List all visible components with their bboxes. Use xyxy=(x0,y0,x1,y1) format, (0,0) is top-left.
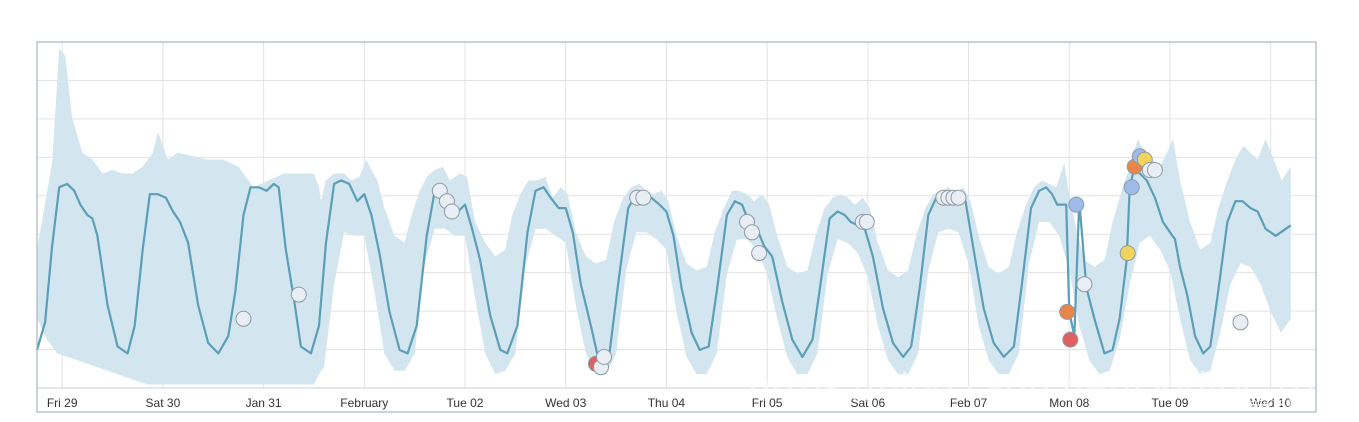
x-tick-label: Tue 09 xyxy=(1152,396,1189,410)
anomaly-marker-low[interactable] xyxy=(1146,162,1163,178)
x-tick-label: Fri 05 xyxy=(752,396,783,410)
x-tick-label: Sat 06 xyxy=(850,396,885,410)
anomaly-marker-low[interactable] xyxy=(235,310,252,327)
anomaly-marker-low[interactable] xyxy=(443,203,460,220)
expected-range-band xyxy=(37,48,1291,385)
anomaly-marker-low[interactable] xyxy=(596,348,612,365)
x-tick-label: Fri 29 xyxy=(47,396,78,410)
anomaly-marker-high[interactable] xyxy=(1059,303,1076,320)
confidence-band xyxy=(37,48,1291,385)
watermark-text-2: @稀土掘金技术社区 xyxy=(1188,397,1314,413)
x-tick-label: Wed 03 xyxy=(545,396,586,410)
watermark-text: https://blog.csdn.net/Oddity_Tdd xyxy=(748,366,1338,407)
watermark: https://blog.csdn.net/Oddity_Tdd @稀土掘金技术… xyxy=(748,366,1338,413)
anomaly-marker-low[interactable] xyxy=(744,224,760,241)
x-tick-label: February xyxy=(340,396,388,410)
anomaly-marker-critical[interactable] xyxy=(1062,331,1079,348)
anomaly-marker-low[interactable] xyxy=(1232,314,1249,331)
actual-value-line xyxy=(35,165,1292,369)
anomaly-marker-low[interactable] xyxy=(751,245,768,262)
anomaly-markers xyxy=(235,148,1249,376)
x-tick-label: Thu 04 xyxy=(648,396,686,410)
anomaly-marker-low[interactable] xyxy=(1076,276,1093,293)
x-tick-label: Wed 10 xyxy=(1250,396,1291,410)
anomaly-marker-low[interactable] xyxy=(635,189,652,206)
x-tick-label: Feb 07 xyxy=(950,396,988,410)
anomaly-marker-low[interactable] xyxy=(290,286,307,303)
anomaly-marker-low[interactable] xyxy=(858,213,875,230)
anomaly-marker-medium[interactable] xyxy=(1119,245,1136,262)
anomaly-marker-medium-low[interactable] xyxy=(1123,179,1140,196)
x-axis: Fri 29 Sat 30 Jan 31 February Tue 02 Wed 03 Th… xyxy=(37,387,1316,410)
anomaly-marker-low[interactable] xyxy=(950,189,967,206)
anomaly-marker-medium-low[interactable] xyxy=(1068,196,1085,213)
x-tick-label: Tue 02 xyxy=(447,396,484,410)
x-tick-label: Mon 08 xyxy=(1049,396,1089,410)
metric-line xyxy=(35,165,1292,369)
x-tick-label: Jan 31 xyxy=(246,396,282,410)
plot-frame xyxy=(36,41,1317,413)
x-tick-label: Sat 30 xyxy=(146,396,181,410)
